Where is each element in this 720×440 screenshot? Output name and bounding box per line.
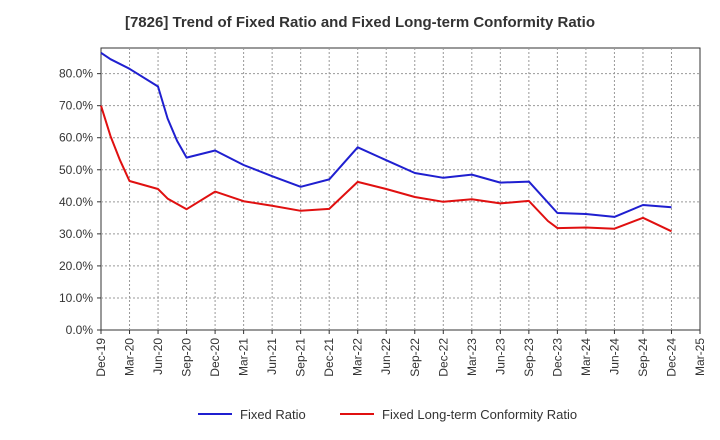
x-tick-label: Mar-20 [123,338,137,376]
x-tick-label: Mar-21 [237,338,251,376]
plot-area-border [100,47,701,331]
y-tick-label: 70.0% [59,99,93,113]
x-tick-label: Sep-23 [522,338,536,377]
x-tick-label: Jun-20 [151,338,165,375]
y-tick-label: 10.0% [59,291,93,305]
x-tick-label: Jun-21 [265,338,279,375]
x-tick-label: Dec-19 [94,338,108,377]
x-tick-label: Jun-24 [607,338,621,375]
x-tick-label: Dec-23 [550,338,564,377]
x-tick-label: Sep-21 [294,338,308,377]
x-tick-label: Jun-22 [379,338,393,375]
x-tick-label: Dec-21 [322,338,336,377]
x-tick-label: Mar-22 [351,338,365,376]
y-tick-label: 30.0% [59,227,93,241]
chart-title: [7826] Trend of Fixed Ratio and Fixed Lo… [124,14,596,31]
x-tick-label: Jun-23 [493,338,507,375]
legend-label-conformity-ratio: Fixed Long-term Conformity Ratio [382,407,577,422]
x-tick-label: Sep-20 [180,338,194,377]
x-tick-label: Dec-22 [436,338,450,377]
y-tick-label: 20.0% [59,259,93,273]
x-tick-label: Sep-22 [408,338,422,377]
series-line-fixed-ratio [100,51,672,218]
y-tick-label: 60.0% [59,131,93,145]
x-tick-label: Mar-25 [693,338,707,376]
y-tick-label: 80.0% [59,67,93,81]
x-tick-label: Sep-24 [636,338,650,377]
legend-label-fixed-ratio: Fixed Ratio [240,407,306,422]
x-tick-label: Mar-24 [579,338,593,376]
series-line-conformity-ratio [100,105,672,233]
x-tick-label: Dec-24 [664,338,678,377]
y-tick-label: 40.0% [59,195,93,209]
y-tick-label: 50.0% [59,163,93,177]
y-tick-label: 0.0% [66,323,94,337]
x-tick-label: Dec-20 [208,338,222,377]
x-tick-label: Mar-23 [465,338,479,376]
